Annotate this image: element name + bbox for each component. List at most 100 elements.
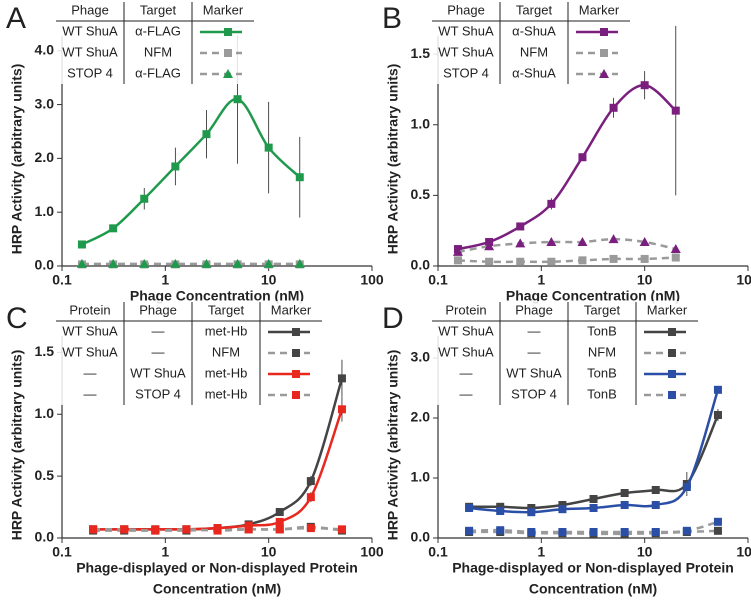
series-line [457,237,677,254]
panel-label: D [382,302,404,335]
marker [682,526,691,535]
legend-cell: WT ShuA [62,23,118,38]
marker [651,501,660,509]
marker [295,173,304,182]
marker [651,486,660,494]
marker [609,103,618,112]
x-tick-label: 10 [261,272,277,288]
marker [337,374,346,383]
panel-label: A [6,2,26,35]
x-axis-label: Concentration (nM) [529,581,657,597]
marker [453,256,462,265]
marker [223,69,233,78]
y-tick-label: 0.0 [411,529,431,545]
marker [620,501,629,509]
legend-background [432,1,630,84]
marker [640,254,649,263]
marker [527,504,536,512]
marker [108,258,119,268]
x-tick-label: 0.1 [428,272,448,288]
legend-cell: WT ShuA [438,344,494,359]
marker [651,528,660,536]
marker [496,502,505,511]
marker [600,49,608,57]
y-tick-label: 4.0 [35,41,55,57]
x-tick-label: 10 [637,272,653,288]
legend-cell: — [152,323,165,338]
y-axis-label: HRP Activity (arbitrary units) [9,350,25,541]
marker [620,528,629,536]
marker [306,477,315,486]
marker [527,508,536,517]
y-tick-label: 2.0 [35,149,55,165]
legend-header: Target [208,302,245,317]
marker [668,328,676,336]
marker [620,489,629,497]
marker [275,508,284,517]
marker [578,153,587,162]
marker [713,411,722,419]
marker [202,130,211,139]
y-tick-label: 3.0 [35,95,55,111]
marker [546,236,557,246]
panel: 0.0 1.0 2.0 3.0 4.0 0.1 1 10 100 Phage Concentrat… [6,1,384,304]
legend-cell: WT ShuA [130,365,186,380]
marker [292,328,300,336]
marker [171,162,180,171]
legend-cell: — [152,344,165,359]
marker [233,95,242,104]
x-tick-label: 1 [537,544,545,560]
x-tick-label: 0.1 [52,272,72,288]
legend-header: Protein [69,302,110,317]
legend-cell: met-Hb [205,365,248,380]
y-tick-label: 1.0 [411,469,431,485]
marker [558,501,567,509]
marker [577,236,588,246]
y-tick-label: 1.5 [35,343,55,359]
marker [599,69,609,78]
y-axis-label: HRP Activity (arbitrary units) [9,64,25,255]
legend-cell: α-FLAG [135,23,181,38]
marker [547,257,556,266]
marker [77,240,86,249]
marker [182,525,191,534]
marker [337,405,346,414]
x-tick-label: 100 [360,272,384,288]
marker [484,241,495,251]
marker [527,528,536,536]
marker [224,28,232,36]
legend-cell: — [84,365,97,380]
y-tick-label: 1.5 [411,45,431,61]
x-tick-label: 1 [537,272,545,288]
legend-cell: NFM [588,344,616,359]
marker [485,257,494,266]
marker [515,238,526,248]
legend-cell: — [460,386,473,401]
marker [608,234,619,244]
x-tick-label: 10 [637,544,653,560]
marker [496,526,505,535]
marker [292,370,300,378]
y-tick-label: 1.0 [411,115,431,131]
marker [558,505,567,514]
x-axis-label: Phage Concentration (nM) [130,288,304,304]
legend-background [56,1,254,84]
marker [465,526,474,535]
legend-cell: — [528,323,541,338]
legend-cell: WT ShuA [62,44,118,59]
legend-cell: TonB [587,365,617,380]
marker [294,258,305,268]
marker [76,258,87,268]
marker [496,507,505,515]
x-axis-label: Phage Concentration (nM) [506,288,680,304]
y-tick-label: 0.0 [35,529,55,545]
panel-label: B [382,2,402,35]
marker [201,258,212,268]
y-tick-label: 0.5 [411,186,431,202]
x-axis-label: Phage-displayed or Non-displayed Protein [76,560,358,576]
x-tick-label: 0.1 [52,544,72,560]
x-tick-label: 0.1 [428,544,448,560]
legend-cell: α-FLAG [135,65,181,80]
marker [516,222,525,231]
x-tick-label: 1 [161,544,169,560]
